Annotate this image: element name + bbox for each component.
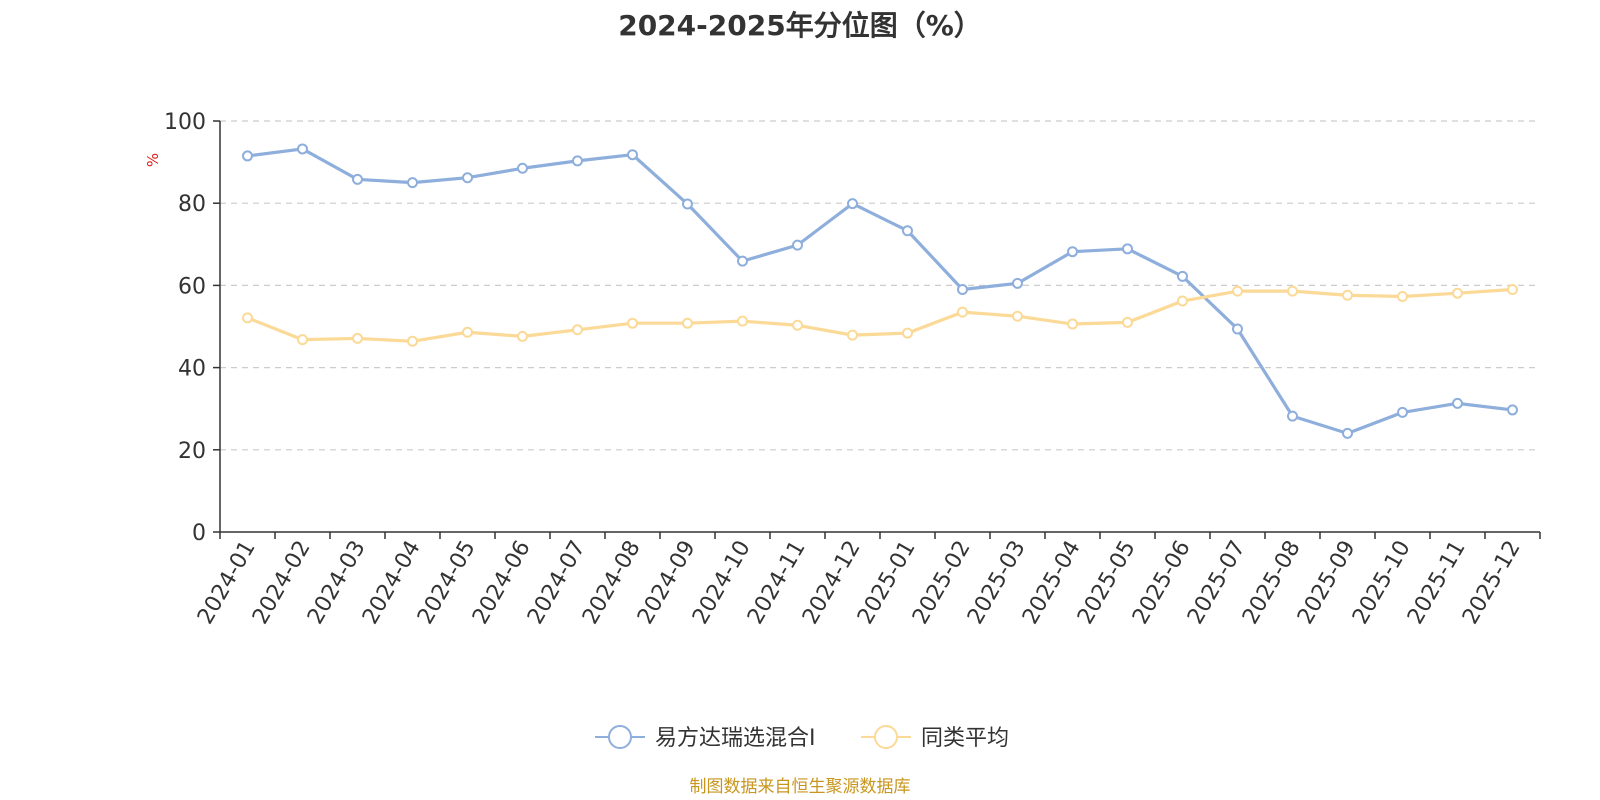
- data-point: [1287, 285, 1298, 297]
- data-point: [1232, 285, 1243, 297]
- data-point: [1067, 246, 1078, 258]
- data-point: [1342, 289, 1353, 301]
- source-note: 制图数据来自恒生聚源数据库: [689, 777, 911, 797]
- data-point: [297, 334, 308, 346]
- data-point: [352, 332, 363, 344]
- data-point: [407, 177, 418, 189]
- data-point: [407, 335, 418, 347]
- line-chart: 0 20 40 60 80 100 2024-012024-022024-032024-0…: [144, 110, 1541, 751]
- data-point: [1177, 295, 1188, 307]
- data-point: [1397, 290, 1408, 302]
- data-point: [1122, 316, 1133, 328]
- series: [242, 143, 1518, 439]
- legend-marker: [874, 725, 898, 749]
- data-point: [1122, 243, 1133, 255]
- legend-item-1: 易方达瑞选混合I: [595, 725, 816, 751]
- data-point: [242, 312, 253, 324]
- y-tick-label: 20: [178, 439, 206, 464]
- data-point: [1232, 323, 1243, 335]
- chart-title: 2024-2025年分位图（%）: [618, 9, 982, 42]
- series-line: [247, 147, 1513, 435]
- data-point: [1507, 284, 1518, 296]
- legend-label: 易方达瑞选混合I: [655, 726, 816, 751]
- data-point: [1342, 427, 1353, 439]
- data-point: [462, 172, 473, 184]
- legend: 易方达瑞选混合I 同类平均: [595, 725, 1009, 751]
- data-point: [627, 317, 638, 329]
- data-point: [737, 255, 748, 267]
- data-point: [517, 330, 528, 342]
- data-point: [682, 317, 693, 329]
- axes: [213, 120, 1541, 539]
- y-tick-label: 60: [178, 274, 206, 299]
- data-point: [1397, 406, 1408, 418]
- data-point: [1452, 397, 1463, 409]
- x-tick-labels: 2024-012024-022024-032024-042024-052024-…: [193, 537, 1526, 629]
- grid-lines: [220, 120, 1540, 451]
- y-tick-labels: 0 20 40 60 80 100: [164, 110, 206, 546]
- legend-label: 同类平均: [921, 726, 1009, 751]
- data-point: [847, 198, 858, 210]
- legend-item-2: 同类平均: [861, 725, 1009, 751]
- data-point: [682, 198, 693, 210]
- series-2: [242, 284, 1518, 347]
- data-point: [572, 155, 583, 167]
- y-axis-label: %: [144, 153, 162, 167]
- data-point: [902, 225, 913, 237]
- data-point: [517, 162, 528, 174]
- data-point: [1452, 287, 1463, 299]
- data-point: [737, 315, 748, 327]
- data-point: [902, 327, 913, 339]
- series-1: [242, 143, 1518, 439]
- data-point: [572, 324, 583, 336]
- y-tick-label: 80: [178, 192, 206, 217]
- data-point: [847, 329, 858, 341]
- y-tick-label: 100: [164, 110, 206, 135]
- legend-marker: [608, 725, 632, 749]
- data-point: [792, 319, 803, 331]
- data-point: [462, 326, 473, 338]
- data-point: [1177, 270, 1188, 282]
- data-point: [242, 150, 253, 162]
- data-point: [297, 143, 308, 155]
- data-point: [957, 284, 968, 296]
- data-point: [1012, 310, 1023, 322]
- data-point: [1012, 277, 1023, 289]
- data-point: [627, 149, 638, 161]
- series-line: [246, 287, 1513, 343]
- y-tick-label: 0: [192, 521, 206, 546]
- data-point: [792, 239, 803, 251]
- y-tick-label: 40: [178, 357, 206, 382]
- data-point: [957, 306, 968, 318]
- data-point: [1067, 318, 1078, 330]
- data-point: [1507, 404, 1518, 416]
- data-point: [1287, 410, 1298, 422]
- data-point: [352, 173, 363, 185]
